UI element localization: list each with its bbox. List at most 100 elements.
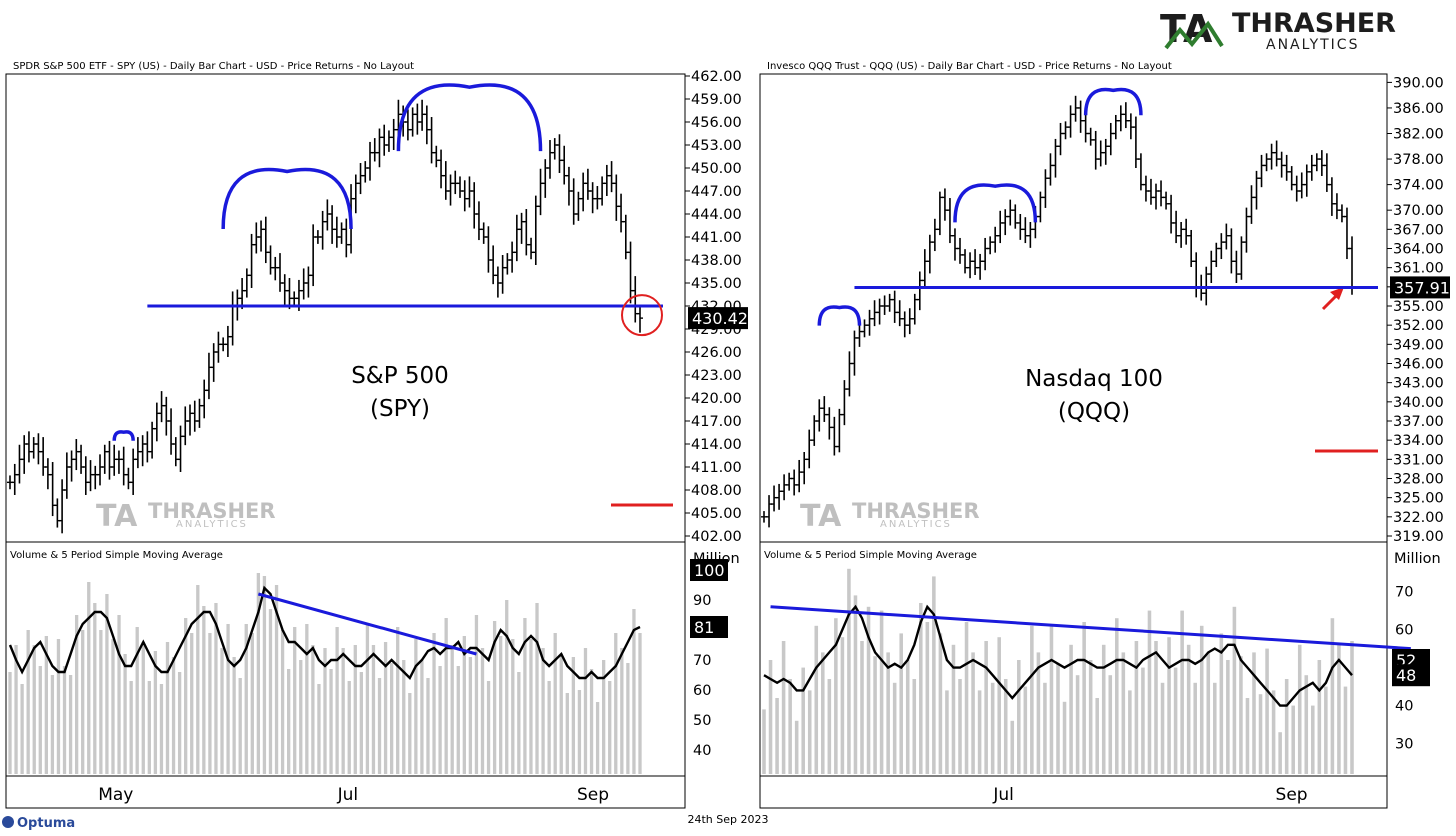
spy-volume-bar [20, 684, 24, 774]
spy-ytick-label: 417.00 [691, 414, 742, 430]
qqq-volume-bar [886, 652, 890, 774]
qqq-volume-bar [1232, 606, 1237, 774]
spy-volume-bar [432, 633, 436, 774]
qqq-volume-bar [775, 698, 779, 774]
qqq-volume-bar [879, 610, 884, 774]
spy-volume-ma-value: 81 [694, 618, 714, 637]
spy-volume-bar [474, 615, 479, 774]
spy-volume-bar [226, 624, 230, 774]
qqq-watermark: TA THRASHER ANALYTICS [800, 499, 980, 534]
spy-chart-title: SPDR S&P 500 ETF - SPY (US) - Daily Bar … [13, 61, 414, 72]
optuma-logo-icon [2, 816, 14, 828]
qqq-volume-bar [990, 682, 995, 774]
qqq-volume-bar [1023, 686, 1028, 774]
qqq-volume-bar [794, 720, 799, 774]
spy-volume-bar [608, 681, 612, 774]
spy-watermark-name: THRASHER [148, 499, 276, 523]
qqq-volume-title: Volume & 5 Period Simple Moving Average [764, 550, 977, 561]
qqq-volume-bar [1252, 652, 1256, 774]
qqq-volume-bar [1213, 682, 1217, 774]
qqq-volume-bar [1291, 705, 1295, 774]
qqq-ytick-label: 319.00 [1393, 529, 1444, 545]
qqq-volume-bar [958, 679, 962, 774]
spy-volume-ma-box [690, 616, 728, 638]
spy-volume-bar [589, 669, 594, 774]
spy-volume-last: 100 [694, 561, 725, 580]
qqq-ytick-label: 325.00 [1393, 491, 1444, 507]
qqq-volume-bar [1154, 641, 1158, 774]
qqq-volume-bar [1324, 686, 1328, 774]
qqq-volume-bar [932, 576, 936, 774]
qqq-volume-bar [1317, 660, 1322, 774]
qqq-ytick-label: 331.00 [1393, 452, 1444, 468]
spy-volume-bar [123, 654, 127, 774]
qqq-volume-bar [1193, 682, 1197, 774]
qqq-volume-bar [847, 568, 851, 774]
spy-volume-bar [626, 663, 630, 774]
spy-volume-bar [44, 636, 48, 774]
spy-last-price: 430.42 [692, 309, 748, 328]
spy-volume-bar [214, 603, 218, 774]
qqq-volume-bar [1226, 660, 1230, 774]
spy-volume-bar [402, 660, 406, 774]
spy-volume-bar [56, 639, 61, 774]
qqq-volume-bar [1173, 667, 1178, 774]
qqq-volume-bar [1141, 667, 1145, 774]
spy-volume-bar [353, 645, 357, 774]
qqq-volume-bar [1056, 663, 1060, 774]
spy-ytick-label: 459.00 [691, 92, 742, 108]
qqq-volume-ytick: 30 [1395, 737, 1413, 753]
qqq-volume-ytick: 40 [1395, 699, 1413, 715]
qqq-volume-bar [1219, 633, 1224, 774]
qqq-volume-bar [807, 690, 812, 774]
qqq-volume-bar [873, 656, 877, 774]
spy-volume-bar [529, 639, 533, 774]
qqq-volume-bar [768, 660, 773, 774]
spy-ytick-label: 450.00 [691, 161, 742, 177]
spy-volume-bar [262, 576, 267, 774]
qqq-volume-bar [1075, 675, 1080, 774]
qqq-volume-bar [1030, 625, 1034, 774]
spy-volume-bar [620, 648, 624, 774]
qqq-volume-bar [899, 633, 903, 774]
spy-volume-bar [184, 618, 188, 774]
qqq-watermark-name: THRASHER [852, 499, 980, 523]
qqq-xtick-label: Jul [992, 785, 1014, 805]
qqq-volume-bar [860, 641, 864, 774]
spy-volume-bar [93, 603, 97, 774]
spy-volume-bar [87, 582, 91, 774]
spy-ytick-label: 441.00 [691, 230, 742, 246]
spy-volume-bar [535, 603, 539, 774]
spy-volume-bar [553, 633, 557, 774]
qqq-ytick-label: 346.00 [1393, 357, 1444, 373]
qqq-ytick-label: 322.00 [1393, 510, 1444, 526]
qqq-xtick-label: Sep [1276, 785, 1308, 805]
qqq-ytick-label: 382.00 [1393, 127, 1444, 143]
qqq-ytick-label: 390.00 [1393, 75, 1444, 91]
spy-volume-bar [147, 681, 151, 774]
spy-watermark-sub: ANALYTICS [176, 519, 248, 530]
qqq-pattern-arc [817, 305, 862, 326]
qqq-volume-bar [1245, 698, 1250, 774]
spy-volume-bar [135, 627, 139, 774]
spy-ytick-label: 405.00 [691, 506, 742, 522]
qqq-volume-bar [1304, 675, 1309, 774]
qqq-volume-trendline [770, 605, 1411, 651]
qqq-volume-bar [951, 644, 956, 774]
spy-ytick-label: 426.00 [691, 345, 742, 361]
spy-volume-bar [595, 702, 600, 774]
spy-ytick-label: 414.00 [691, 437, 742, 453]
qqq-volume-bar [892, 682, 897, 774]
spy-volume-bar [238, 678, 242, 774]
thrasher-logo: TA THRASHER ANALYTICS [1160, 7, 1396, 53]
qqq-ytick-label: 352.00 [1393, 318, 1444, 334]
spy-volume-bar [14, 645, 18, 774]
spy-ytick-label: 402.00 [691, 529, 742, 545]
spy-volume-bar [511, 639, 515, 774]
spy-volume-bar [486, 681, 491, 774]
spy-volume-title: Volume & 5 Period Simple Moving Average [10, 550, 223, 561]
spy-ytick-label: 423.00 [691, 368, 742, 384]
qqq-volume-bar [1101, 644, 1106, 774]
qqq-volume-bar [781, 641, 786, 774]
